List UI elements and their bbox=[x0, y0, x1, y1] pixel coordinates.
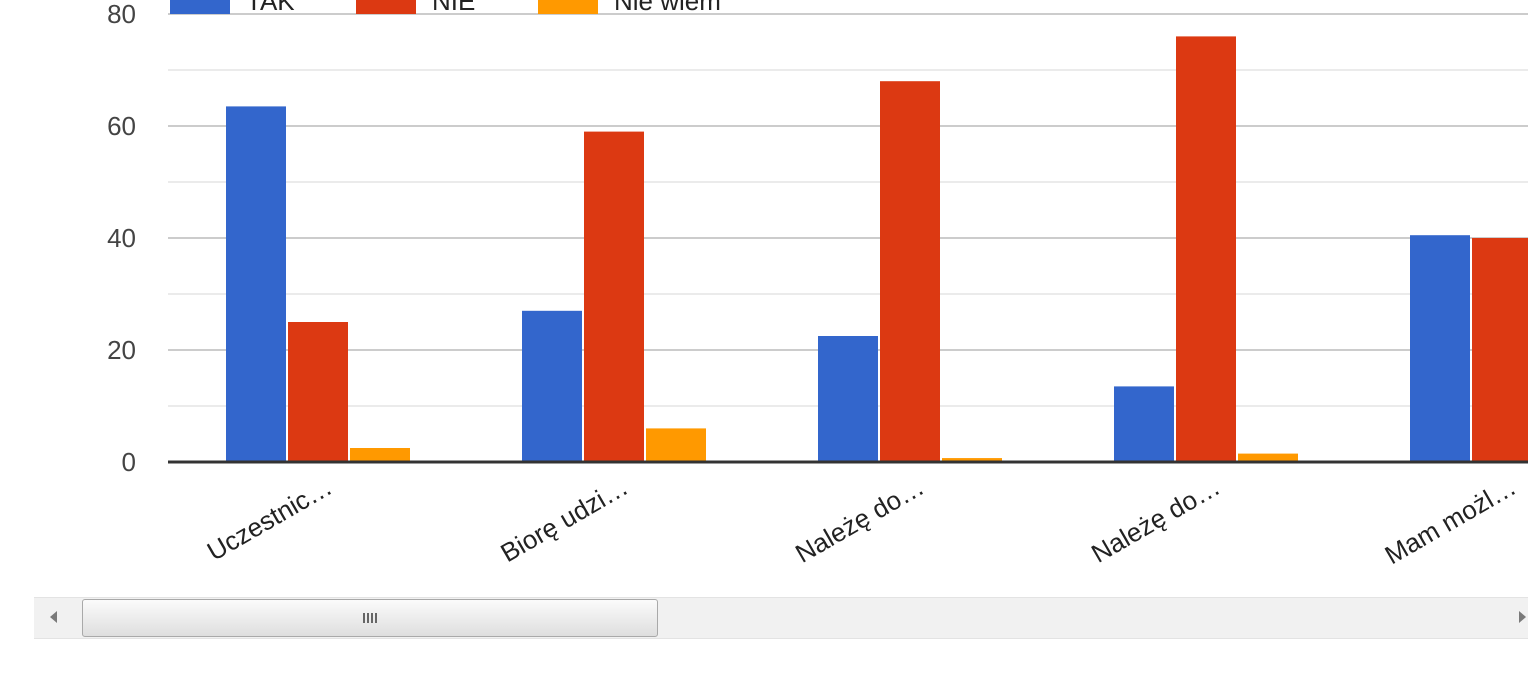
legend-item[interactable]: NIE bbox=[356, 0, 475, 16]
grip-icon bbox=[363, 613, 377, 623]
legend-swatch bbox=[356, 0, 416, 14]
bar bbox=[288, 322, 348, 462]
x-tick-label: Należę do… bbox=[790, 471, 929, 569]
bar bbox=[226, 106, 286, 463]
y-tick-label: 80 bbox=[107, 0, 136, 29]
legend-label: Nie wiem bbox=[614, 0, 721, 16]
x-tick-label: Biorę udzi… bbox=[495, 471, 633, 568]
bar bbox=[1176, 36, 1236, 463]
bar bbox=[350, 448, 410, 462]
x-axis-labels: Uczestnic… Biorę udzi… Należę do… Należę do… bbox=[202, 471, 1521, 570]
legend: TAK NIE Nie wiem bbox=[170, 0, 721, 16]
scrollbar-thumb[interactable] bbox=[82, 599, 658, 637]
bar bbox=[584, 131, 644, 462]
scroll-left-arrow-icon[interactable] bbox=[50, 611, 57, 623]
bar bbox=[818, 336, 878, 462]
bar-chart: 0 20 40 60 80 Uczestnic… Biorę udzi… Należę do… bbox=[107, 0, 1528, 570]
y-tick-label: 0 bbox=[122, 447, 136, 477]
x-tick-label: Mam możl… bbox=[1380, 471, 1521, 570]
x-tick-label: Należę do… bbox=[1086, 471, 1225, 569]
y-tick-label: 60 bbox=[107, 111, 136, 141]
bar bbox=[880, 81, 940, 462]
bar bbox=[942, 458, 1002, 462]
legend-item[interactable]: Nie wiem bbox=[538, 0, 721, 16]
bar bbox=[1238, 453, 1298, 462]
gridlines bbox=[168, 13, 1528, 407]
horizontal-scrollbar[interactable] bbox=[34, 597, 1528, 639]
bar bbox=[522, 310, 582, 462]
y-tick-label: 20 bbox=[107, 335, 136, 365]
legend-label: TAK bbox=[246, 0, 295, 16]
legend-label: NIE bbox=[432, 0, 475, 16]
legend-swatch bbox=[538, 0, 598, 14]
scroll-right-arrow-icon[interactable] bbox=[1519, 611, 1526, 623]
legend-item[interactable]: TAK bbox=[170, 0, 295, 16]
bar bbox=[1114, 386, 1174, 462]
x-tick-label: Uczestnic… bbox=[202, 471, 337, 566]
bars bbox=[226, 36, 1528, 463]
bar bbox=[1410, 235, 1470, 462]
y-tick-label: 40 bbox=[107, 223, 136, 253]
bar bbox=[646, 428, 706, 462]
bar bbox=[1472, 238, 1528, 462]
y-axis-labels: 0 20 40 60 80 bbox=[107, 0, 136, 477]
legend-swatch bbox=[170, 0, 230, 14]
